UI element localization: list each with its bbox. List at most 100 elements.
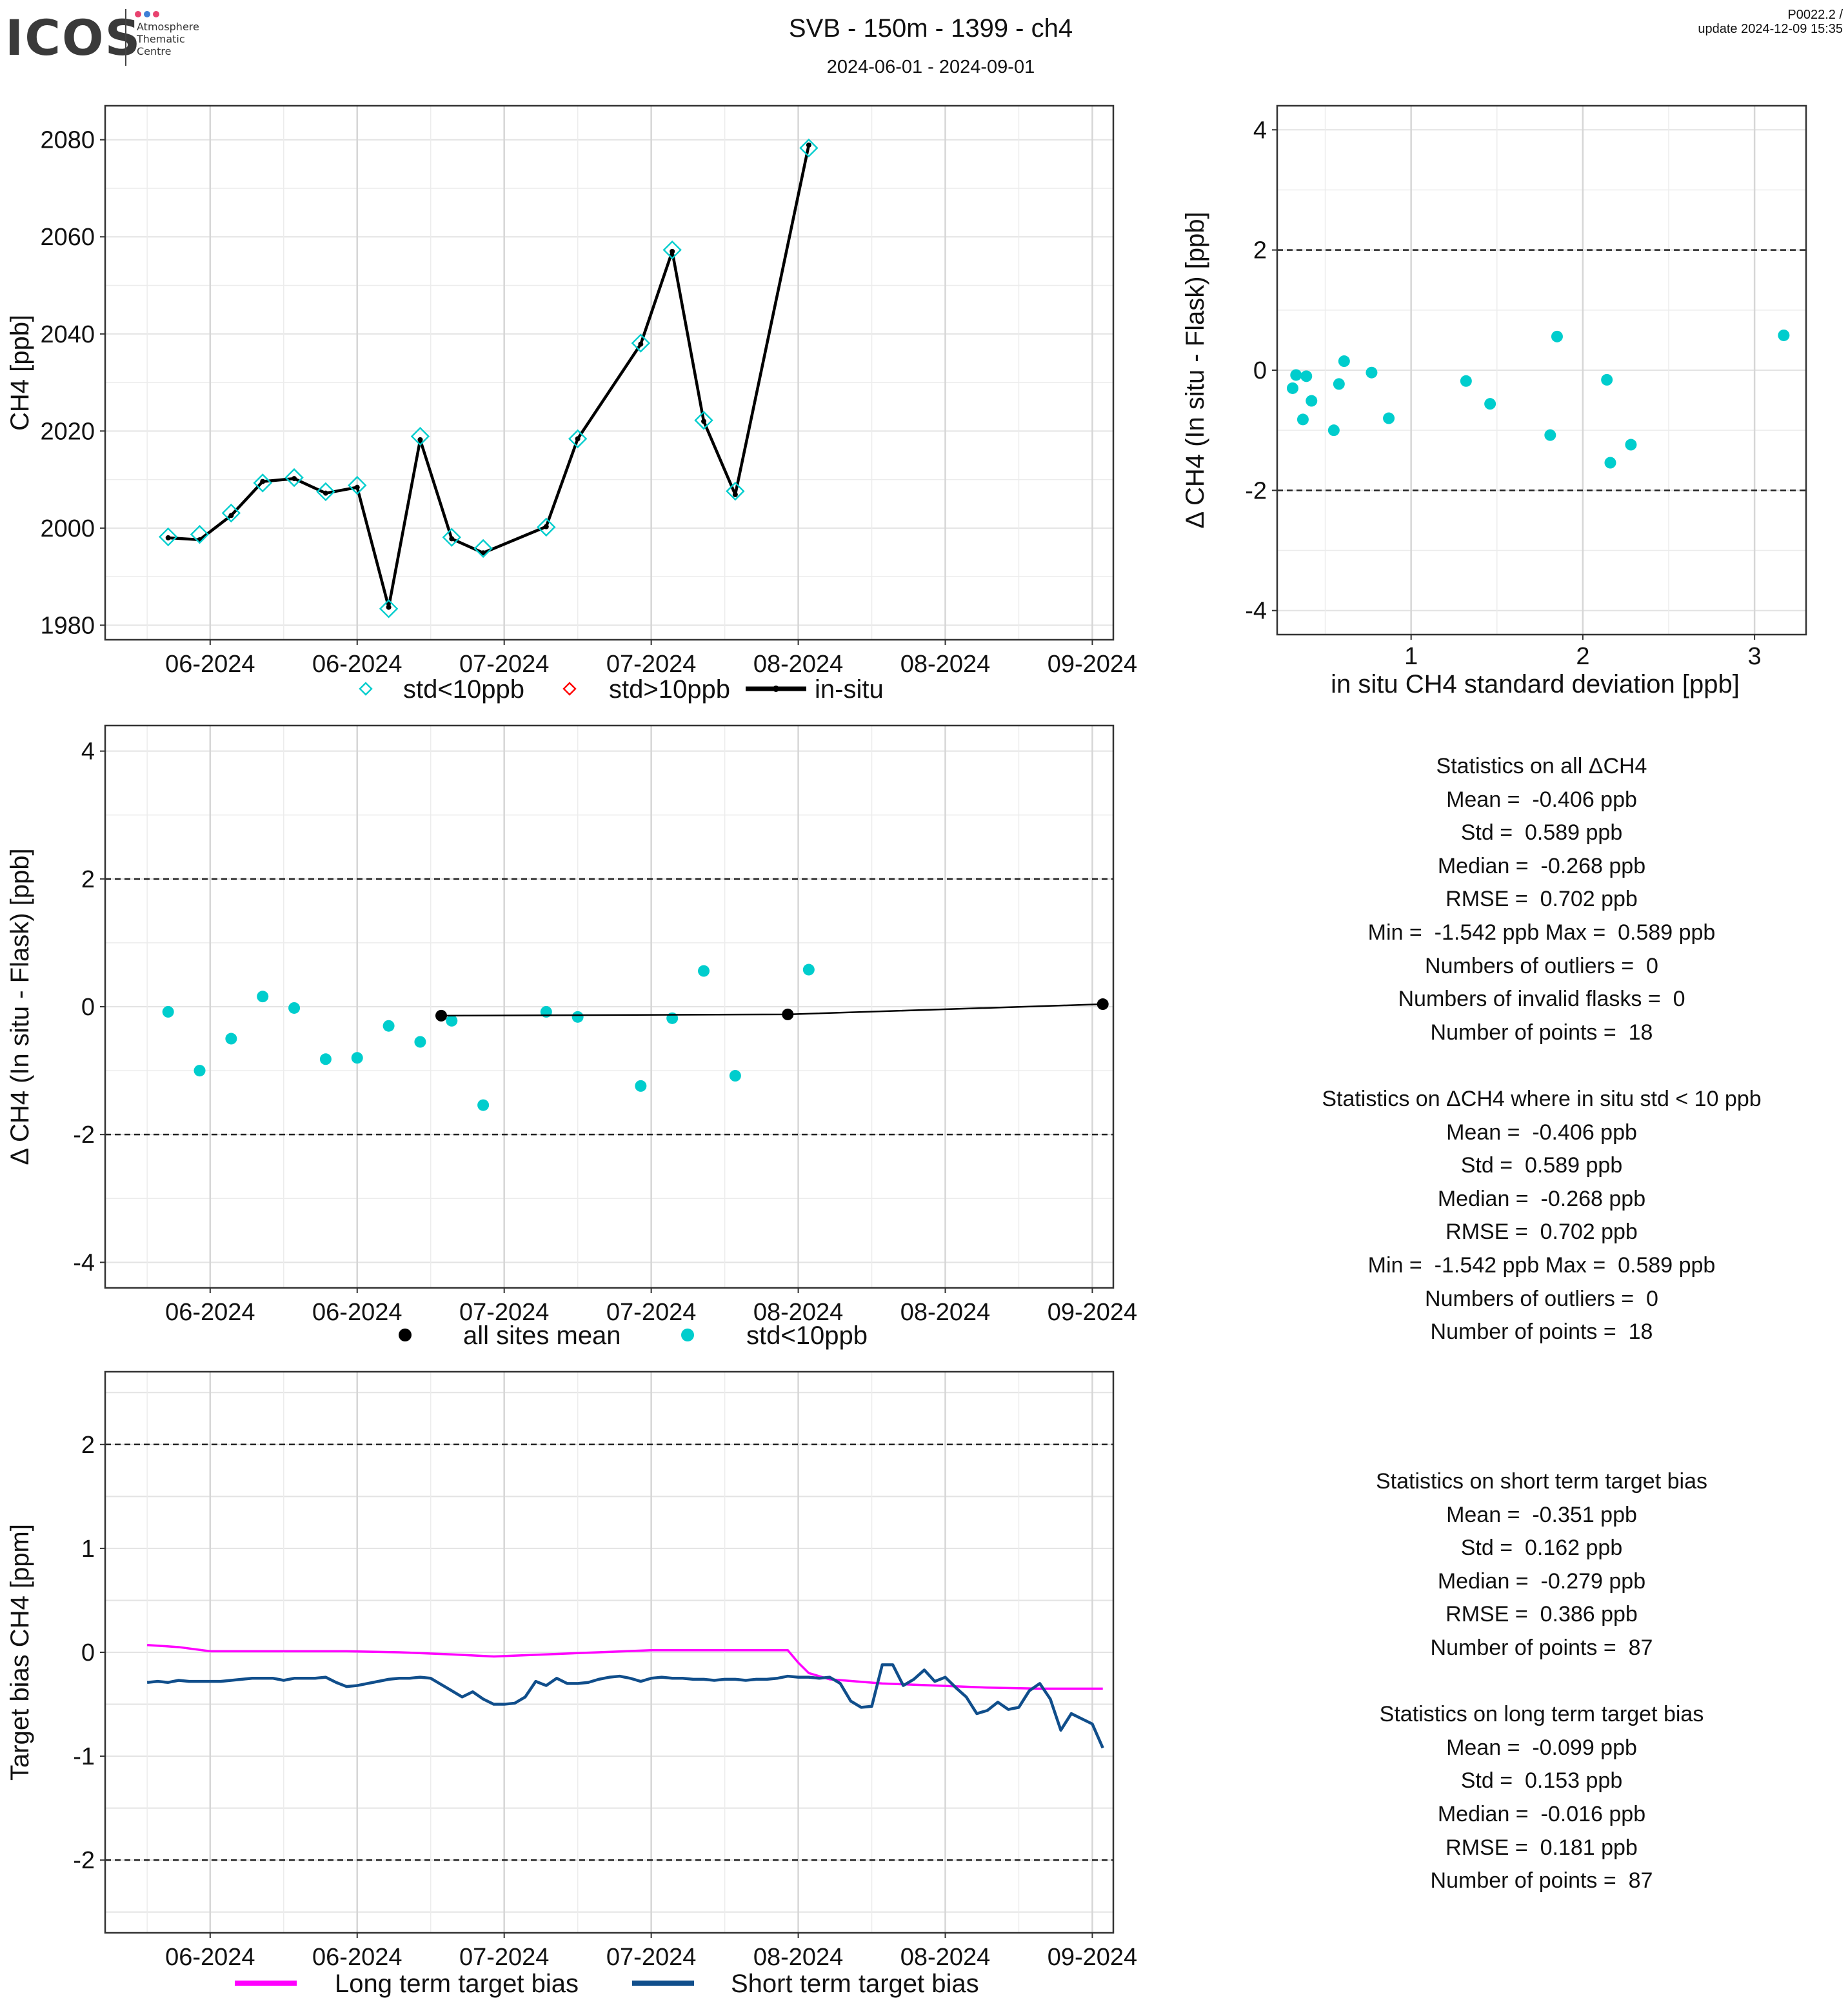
chart-delta-timeseries: -4 -2 0 2 4 06-2024 06-2024 07-2024 07-2024 08-20… bbox=[6, 724, 1137, 1350]
x-tick-label: 3 bbox=[1748, 643, 1762, 670]
flask-point bbox=[729, 1070, 741, 1082]
data-point bbox=[1290, 369, 1302, 381]
data-point bbox=[1601, 373, 1613, 386]
flask-point bbox=[635, 1080, 647, 1092]
icos-logo: ICOS bbox=[5, 9, 142, 66]
stats-line: Number of points = 18 bbox=[1430, 1020, 1653, 1045]
legend-label: std<10ppb bbox=[746, 1321, 868, 1350]
y-tick-label: 4 bbox=[1253, 117, 1267, 144]
flask-point bbox=[284, 468, 304, 488]
stats-line: Mean = -0.406 ppb bbox=[1446, 1120, 1637, 1145]
legend-label: all sites mean bbox=[463, 1321, 621, 1350]
insitu-point bbox=[732, 491, 738, 497]
data-point bbox=[1338, 355, 1350, 368]
y-tick-label: -4 bbox=[73, 1249, 95, 1276]
flask-point bbox=[288, 1002, 301, 1014]
logo-subtitle: Atmosphere Thematic Centre bbox=[137, 21, 199, 57]
long-term-bias-line bbox=[147, 1643, 1103, 1690]
x-axis-title: in situ CH4 standard deviation [ppb] bbox=[1331, 670, 1740, 698]
x-tick-label: 08-2024 bbox=[753, 1299, 843, 1326]
flask-point bbox=[221, 503, 241, 523]
flask-point bbox=[662, 240, 682, 260]
stats-line bbox=[1251, 1665, 1832, 1699]
chart-target-bias: -2 -1 0 1 2 06-2024 06-2024 07-2024 07-2024 08-20… bbox=[6, 1370, 1137, 1998]
data-point bbox=[1625, 439, 1637, 451]
flask-point bbox=[414, 1036, 426, 1048]
insitu-point bbox=[323, 490, 328, 496]
y-tick-label: 2080 bbox=[40, 127, 95, 154]
legend-label: std>10ppb bbox=[609, 675, 730, 704]
x-tick-label: 06-2024 bbox=[312, 651, 402, 678]
flask-point bbox=[442, 528, 461, 547]
stats-line: Median = -0.268 ppb bbox=[1437, 1186, 1646, 1211]
flask-point bbox=[477, 1099, 490, 1111]
stats-panel-target-bias: Statistics on short term target bias Mean… bbox=[1251, 1465, 1832, 1898]
flask-point bbox=[351, 1052, 363, 1064]
y-axis-title: Δ CH4 (In situ - Flask) [ppb] bbox=[6, 848, 34, 1165]
flask-point bbox=[631, 333, 651, 353]
data-point bbox=[1327, 424, 1340, 437]
page-subtitle: 2024-06-01 - 2024-09-01 bbox=[826, 57, 1035, 77]
flask-point bbox=[802, 964, 815, 976]
insitu-point bbox=[228, 513, 234, 519]
legend-insitu-dot bbox=[773, 686, 779, 692]
legend-label: Short term target bias bbox=[731, 1970, 979, 1998]
x-tick-label: 08-2024 bbox=[753, 1944, 843, 1971]
data-point bbox=[1333, 378, 1345, 390]
data-point bbox=[1460, 375, 1472, 387]
data-point bbox=[1544, 429, 1556, 441]
stats-line: Min = -1.542 ppb Max = 0.589 ppb bbox=[1367, 920, 1716, 945]
flask-point bbox=[698, 965, 710, 977]
data-point bbox=[1366, 366, 1378, 379]
x-tick-label: 08-2024 bbox=[900, 1944, 990, 1971]
insitu-point bbox=[260, 479, 266, 484]
logo-divider bbox=[125, 9, 126, 66]
x-tick-label: 06-2024 bbox=[165, 1944, 255, 1971]
stats-line: Mean = -0.406 ppb bbox=[1446, 787, 1637, 812]
stats-line: RMSE = 0.702 ppb bbox=[1446, 1220, 1638, 1245]
x-tick-label: 06-2024 bbox=[312, 1944, 402, 1971]
x-tick-label: 06-2024 bbox=[165, 651, 255, 678]
x-tick-label: 09-2024 bbox=[1048, 1944, 1137, 1971]
stats-line: Median = -0.268 ppb bbox=[1437, 853, 1646, 878]
stats-line: Numbers of outliers = 0 bbox=[1425, 1286, 1658, 1311]
x-tick-label: 07-2024 bbox=[459, 651, 549, 678]
y-axis-title: Target bias CH4 [ppm] bbox=[6, 1524, 34, 1781]
chart-delta-vs-std: -4 -2 0 2 4 1 2 3 in situ CH4 standard deviation… bbox=[1181, 104, 1807, 698]
insitu-point bbox=[701, 419, 707, 424]
stats-line: Number of points = 18 bbox=[1430, 1320, 1653, 1345]
stats-line: Numbers of outliers = 0 bbox=[1425, 953, 1658, 978]
mean-point bbox=[1097, 998, 1109, 1011]
y-axis-title: CH4 [ppb] bbox=[6, 315, 34, 431]
flask-point bbox=[194, 1065, 206, 1077]
stats-line: RMSE = 0.702 ppb bbox=[1446, 887, 1638, 912]
flask-point bbox=[257, 991, 269, 1003]
x-tick-label: 08-2024 bbox=[900, 651, 990, 678]
stats-line: Mean = -0.351 ppb bbox=[1446, 1502, 1637, 1527]
stats-line: Number of points = 87 bbox=[1430, 1635, 1653, 1660]
stats-line: Std = 0.162 ppb bbox=[1460, 1536, 1623, 1561]
flask-point bbox=[253, 473, 272, 493]
insitu-point bbox=[670, 248, 675, 254]
legend-label: std<10ppb bbox=[403, 675, 524, 704]
flask-point bbox=[473, 539, 493, 559]
insitu-point bbox=[354, 484, 360, 490]
flask-point bbox=[158, 527, 178, 547]
stats-line: Median = -0.016 ppb bbox=[1437, 1801, 1646, 1826]
legend-std-lt10-icon bbox=[681, 1329, 694, 1341]
stats-panel-delta: Statistics on all ΔCH4 Mean = -0.406 ppb S… bbox=[1251, 750, 1832, 1349]
insitu-point bbox=[806, 142, 811, 148]
legend-mean-icon bbox=[399, 1329, 412, 1341]
y-tick-label: 2 bbox=[81, 1432, 95, 1459]
stats-line: Std = 0.589 ppb bbox=[1460, 820, 1623, 845]
stats-line: Min = -1.542 ppb Max = 0.589 ppb bbox=[1367, 1252, 1716, 1278]
stats-line: Statistics on ΔCH4 where in situ std < 1… bbox=[1322, 1086, 1762, 1111]
mean-point bbox=[435, 1009, 447, 1022]
insitu-point bbox=[481, 550, 486, 556]
legend-label: in-situ bbox=[815, 675, 884, 704]
x-tick-label: 08-2024 bbox=[900, 1299, 990, 1326]
y-tick-label: 2040 bbox=[40, 321, 95, 348]
flask-point bbox=[537, 517, 556, 537]
x-tick-label: 1 bbox=[1404, 643, 1418, 670]
y-tick-label: -2 bbox=[73, 1847, 95, 1874]
